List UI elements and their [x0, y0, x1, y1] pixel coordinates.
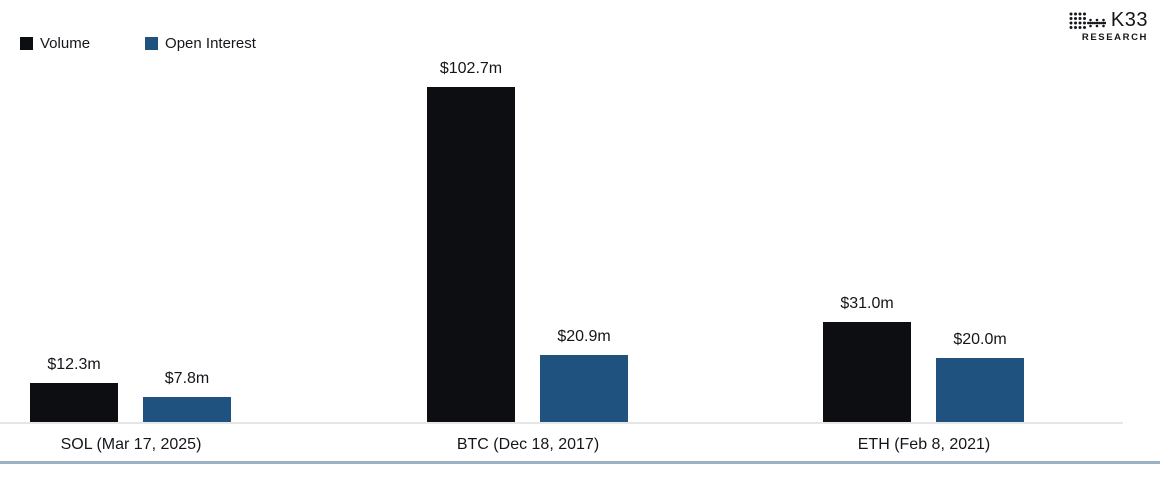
logo-brand-text: K33 — [1110, 9, 1148, 31]
btc-open-interest-bar — [540, 355, 628, 423]
value-label-sol-open-interest: $7.8m — [164, 370, 210, 387]
x-axis-line — [0, 422, 1123, 424]
k33-research-logo: K33 RESEARCH — [1069, 9, 1148, 43]
category-label-btc: BTC (Dec 18, 2017) — [456, 436, 600, 453]
logo-sub-text: RESEARCH — [1081, 32, 1148, 43]
sol-open-interest-wrap: $7.8m — [143, 370, 231, 423]
value-label-btc-volume: $102.7m — [439, 60, 503, 77]
legend-label-volume: Volume — [40, 35, 91, 52]
btc-open-interest-wrap: $20.9m — [540, 328, 628, 423]
eth-open-interest-wrap: $20.0m — [936, 331, 1024, 423]
category-label-eth: ETH (Feb 8, 2021) — [857, 436, 991, 453]
volume-swatch-icon — [20, 37, 33, 50]
value-label-eth-open-interest: $20.0m — [953, 331, 1007, 348]
value-label-btc-open-interest: $20.9m — [557, 328, 611, 345]
eth-volume-wrap: $31.0m — [823, 295, 911, 423]
legend: Volume Open Interest — [20, 35, 256, 52]
category-label-sol: SOL (Mar 17, 2025) — [60, 436, 202, 453]
value-label-sol-volume: $12.3m — [47, 356, 101, 373]
legend-label-open-interest: Open Interest — [165, 35, 256, 52]
legend-item-open-interest: Open Interest — [145, 35, 256, 52]
eth-open-interest-bar — [936, 358, 1024, 423]
btc-volume-bar — [427, 87, 515, 423]
plot-area: $12.3m $7.8m $102.7m $20.9m — [30, 0, 1025, 423]
sol-open-interest-bar — [143, 397, 231, 423]
bar-group-eth: $31.0m $20.0m — [823, 0, 1025, 423]
legend-item-volume: Volume — [20, 35, 90, 52]
x-axis-labels: SOL (Mar 17, 2025) BTC (Dec 18, 2017) ET… — [0, 436, 1160, 458]
open-interest-swatch-icon — [145, 37, 159, 50]
k33-dots-icon — [1069, 12, 1106, 29]
value-label-eth-volume: $31.0m — [840, 295, 894, 312]
eth-volume-bar — [823, 322, 911, 423]
bar-group-btc: $102.7m $20.9m — [427, 0, 629, 423]
btc-volume-wrap: $102.7m — [427, 60, 515, 423]
sol-volume-wrap: $12.3m — [30, 356, 118, 423]
bar-group-sol: $12.3m $7.8m — [30, 0, 232, 423]
sol-volume-bar — [30, 383, 118, 423]
bottom-border-line — [0, 461, 1160, 464]
